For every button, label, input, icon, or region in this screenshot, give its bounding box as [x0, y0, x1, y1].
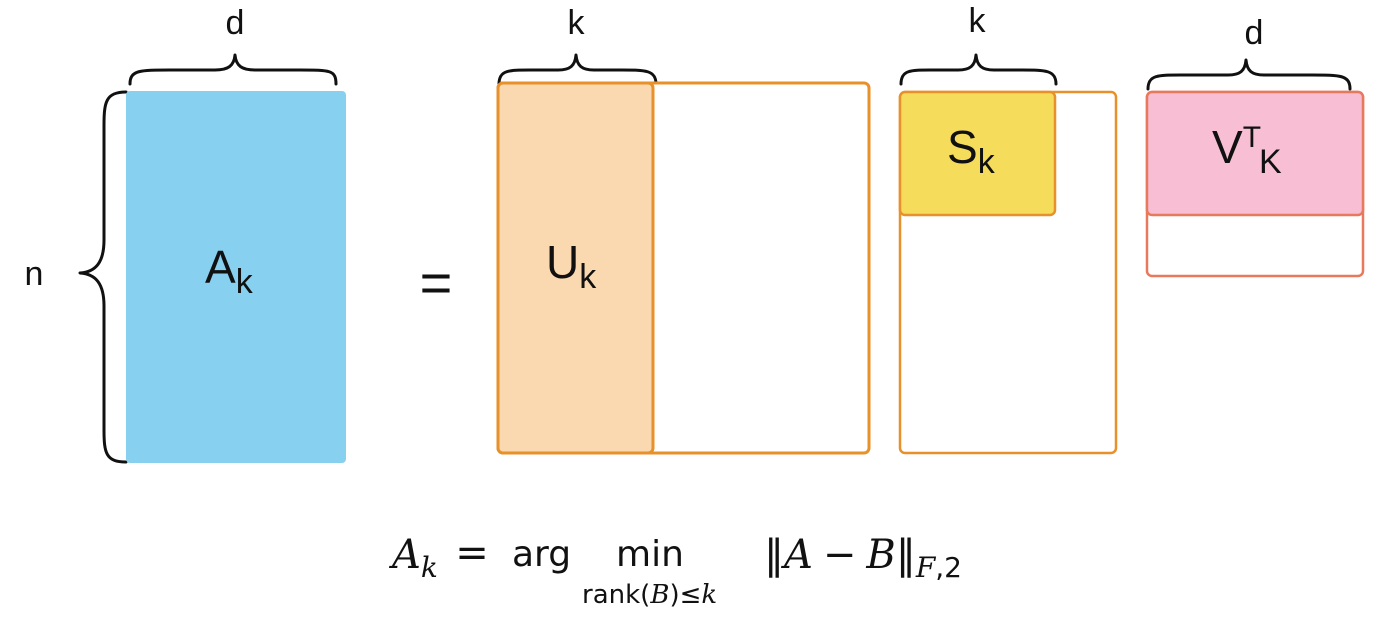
matrix-u-label: Uk	[546, 236, 597, 296]
matrix-v-sub: K	[1259, 143, 1282, 181]
matrix-a-label: Ak	[205, 241, 254, 301]
matrix-v-sup: T	[1243, 121, 1261, 154]
formula-under-b: B	[649, 580, 669, 610]
formula-norm-b: B	[865, 532, 895, 578]
label-k-s: k	[969, 2, 987, 40]
matrix-a-block	[126, 91, 346, 463]
formula-under-k: k	[701, 580, 717, 610]
formula-under-rank: rank	[582, 580, 640, 610]
formula-lhs-base: A	[388, 532, 421, 578]
matrix-u-sub: k	[579, 258, 597, 296]
matrix-v-k-block	[1147, 92, 1363, 215]
matrix-a-base: A	[205, 241, 236, 293]
formula-arg: arg	[512, 534, 571, 575]
formula-norm-sub-f: F	[915, 551, 937, 584]
matrix-s-sub: k	[978, 143, 996, 181]
formula-under-leq: ≤	[680, 580, 702, 610]
matrix-s-label: Sk	[947, 121, 996, 181]
formula: Ak = arg min rank(B)≤k ‖A − B‖F,2	[388, 530, 962, 610]
label-k-u: k	[568, 4, 586, 42]
equals-sign: =	[420, 251, 453, 314]
matrix-a-sub: k	[236, 263, 254, 301]
brace-d-right	[1146, 58, 1352, 91]
formula-under-close: )	[669, 580, 679, 610]
matrix-s-k-border	[898, 90, 1057, 217]
brace-k-u	[497, 53, 658, 86]
matrix-v-label: VT K	[1212, 121, 1282, 181]
matrix-s-base: S	[947, 121, 978, 173]
brace-n	[78, 90, 128, 464]
matrix-s-k-block	[900, 92, 1055, 215]
formula-lhs: Ak	[388, 532, 438, 584]
brace-k-s	[899, 53, 1058, 86]
label-d-left: d	[226, 4, 245, 42]
label-d-right: d	[1245, 14, 1264, 52]
label-n: n	[25, 255, 44, 293]
formula-norm-open: ‖	[764, 532, 784, 578]
matrix-u-k-block	[498, 83, 653, 453]
formula-equals: =	[455, 530, 489, 576]
matrix-v-base: V	[1212, 121, 1243, 173]
formula-constraint: rank(B)≤k	[582, 580, 717, 610]
formula-minus: −	[823, 532, 857, 578]
formula-min: min	[616, 534, 684, 575]
formula-lhs-sub: k	[421, 551, 438, 584]
matrix-u-k-border	[496, 81, 655, 455]
formula-under-open: (	[640, 580, 650, 610]
matrix-u-base: U	[546, 236, 579, 288]
formula-norm: ‖A − B‖F,2	[764, 532, 962, 584]
formula-norm-sub-2: 2	[944, 551, 962, 584]
formula-norm-sub-sep: ,	[935, 551, 944, 584]
brace-d-left	[128, 53, 338, 86]
matrix-v-k-border	[1145, 90, 1365, 217]
formula-norm-close: ‖	[896, 532, 916, 578]
formula-norm-a: A	[780, 532, 813, 578]
